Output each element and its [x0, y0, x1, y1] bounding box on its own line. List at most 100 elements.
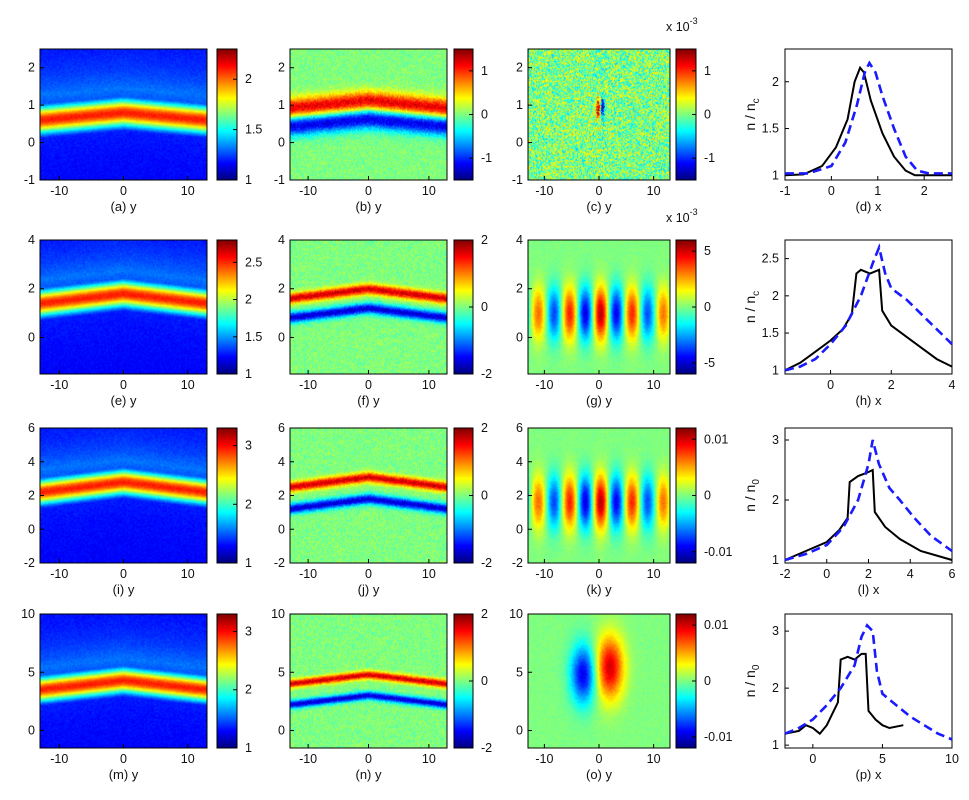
row4-profile-xtick-label: 10 — [945, 752, 959, 766]
row1-ripple-ytick-label: 0 — [516, 136, 523, 150]
row4-difference-ytick-label: 5 — [278, 665, 285, 679]
row2-density-ytick-label: 4 — [28, 233, 35, 247]
row4-density-image — [40, 614, 207, 748]
row2-difference-ytick-label: 4 — [278, 233, 285, 247]
row4-difference-colorbar-label: 2 — [481, 607, 488, 621]
row2-profile-ytick-label: 2 — [772, 289, 779, 303]
row2-density-ytick-label: 2 — [28, 282, 35, 296]
row1-ripple-caption: (c) y — [586, 199, 612, 214]
row1-difference-xtick-label: -10 — [299, 184, 317, 198]
row2-difference-image — [290, 240, 447, 374]
row2-difference-colorbar-label: 0 — [481, 300, 488, 314]
row3-ripple-xtick-label: -10 — [535, 567, 553, 581]
row3-profile-ytick-label: 2 — [772, 493, 779, 507]
row2-difference-xtick-label: -10 — [299, 378, 317, 392]
row3-difference-colorbar-label: 0 — [481, 489, 488, 503]
row3-difference-caption: (j) y — [358, 582, 380, 597]
row2-profile-ytick-label: 1.5 — [762, 326, 779, 340]
row3-profile-xtick-label: 6 — [949, 567, 956, 581]
row4-profile-ylabel: n / n0 — [742, 664, 762, 697]
row1-density-xtick-label: -10 — [50, 184, 68, 198]
row2-difference-ytick-label: 2 — [278, 282, 285, 296]
row2-ripple-image — [528, 240, 670, 374]
row3-difference-ytick-label: -2 — [274, 556, 285, 570]
row1-ripple-colorbar-label: -1 — [704, 151, 715, 165]
row2-ripple-colorbar-multiplier: x 10-3 — [666, 207, 698, 225]
row2-density-xtick-label: 0 — [120, 378, 127, 392]
row4-ripple-image — [528, 614, 670, 748]
row1-density-colorbar-label: 2 — [245, 72, 252, 86]
row1-density-colorbar — [217, 49, 237, 180]
row3-density-ytick-label: 0 — [28, 522, 35, 536]
row4-ripple-xtick-label: 10 — [647, 752, 661, 766]
row3-ripple-colorbar-label: 0.01 — [704, 432, 728, 446]
row1-ripple-ytick-label: 1 — [516, 98, 523, 112]
row2-density-xtick-label: 10 — [181, 378, 195, 392]
row2-ripple-xtick-label: -10 — [535, 378, 553, 392]
row2-profile-xtick-label: 4 — [949, 378, 956, 392]
row3-profile-caption: (l) x — [858, 582, 880, 597]
row3-ripple-colorbar — [676, 428, 696, 563]
row4-ripple-xtick-label: 0 — [596, 752, 603, 766]
row4-difference-colorbar-label: 0 — [481, 674, 488, 688]
row1-density-ytick-label: 2 — [28, 61, 35, 75]
row4-density-caption: (m) y — [109, 767, 139, 782]
row1-ripple-xtick-label: 10 — [647, 184, 661, 198]
row2-density-image — [40, 240, 207, 374]
row1-profile-ytick-label: 2 — [772, 75, 779, 89]
row2-difference-xtick-label: 10 — [422, 378, 436, 392]
row1-ripple-colorbar — [676, 49, 696, 180]
row4-ripple-ytick-label: 0 — [516, 724, 523, 738]
row3-density-ytick-label: -2 — [24, 556, 35, 570]
row4-profile-ytick-label: 3 — [772, 624, 779, 638]
row3-difference-xtick-label: -10 — [299, 567, 317, 581]
row4-profile-xtick-label: 5 — [879, 752, 886, 766]
row1-difference-ytick-label: 1 — [278, 98, 285, 112]
row4-profile-ytick-label: 2 — [772, 681, 779, 695]
row3-ripple-xtick-label: 0 — [596, 567, 603, 581]
row4-ripple-colorbar-label: 0 — [704, 674, 711, 688]
row2-density-colorbar — [217, 240, 237, 374]
row3-profile-frame — [784, 427, 953, 564]
row4-density-ytick-label: 5 — [28, 665, 35, 679]
row2-density-ytick-label: 0 — [28, 330, 35, 344]
row2-profile-xtick-label: 2 — [888, 378, 895, 392]
row4-profile-caption: (p) x — [856, 767, 883, 782]
row1-difference-ytick-label: 0 — [278, 136, 285, 150]
row2-difference-ytick-label: 0 — [278, 330, 285, 344]
row2-density-colorbar-label: 1 — [245, 367, 252, 381]
row2-ripple-ytick-label: 0 — [516, 330, 523, 344]
row4-ripple-ytick-label: 5 — [516, 665, 523, 679]
row3-difference-xtick-label: 10 — [422, 567, 436, 581]
row3-density-colorbar-label: 1 — [245, 556, 252, 570]
row1-difference-image — [290, 49, 447, 180]
row2-density-colorbar-label: 1.5 — [245, 330, 262, 344]
row4-ripple-colorbar-label: 0.01 — [704, 618, 728, 632]
row4-density-colorbar-label: 2 — [245, 683, 252, 697]
row3-profile-xtick-label: 0 — [823, 567, 830, 581]
row1-profile-blue-dashed-curve — [785, 60, 952, 175]
row1-profile-xtick-label: 0 — [828, 184, 835, 198]
row1-difference-ytick-label: 2 — [278, 61, 285, 75]
row1-difference-caption: (b) y — [356, 199, 383, 214]
row1-density-ytick-label: 1 — [28, 98, 35, 112]
row3-density-ytick-label: 4 — [28, 455, 35, 469]
row1-difference-colorbar-label: 0 — [481, 108, 488, 122]
row3-ripple-ytick-label: 2 — [516, 489, 523, 503]
row4-difference-ytick-label: 10 — [271, 607, 285, 621]
row2-profile-black-curve — [784, 268, 953, 372]
row2-profile-blue-dashed-curve — [784, 243, 953, 372]
row2-difference-xtick-label: 0 — [365, 378, 372, 392]
row1-ripple-ytick-label: 2 — [516, 61, 523, 75]
row1-ripple-xtick-label: -10 — [535, 184, 553, 198]
row4-density-xtick-label: 10 — [181, 752, 195, 766]
row1-profile-ylabel: n / nc — [742, 98, 762, 130]
row3-ripple-ytick-label: 0 — [516, 522, 523, 536]
row2-ripple-xtick-label: 0 — [596, 378, 603, 392]
row4-density-colorbar-label: 3 — [245, 624, 252, 638]
row4-ripple-ytick-label: 10 — [509, 607, 523, 621]
row1-density-colorbar-label: 1.5 — [245, 123, 262, 137]
row3-difference-ytick-label: 6 — [278, 421, 285, 435]
row1-difference-xtick-label: 10 — [422, 184, 436, 198]
